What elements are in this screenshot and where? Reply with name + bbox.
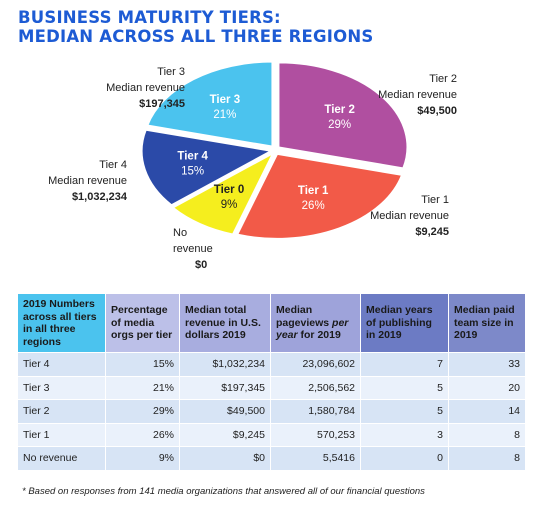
callout-tier-3-line2: Median revenue <box>106 82 185 94</box>
slice-label-tier-1: Tier 1 <box>298 185 329 197</box>
pie-chart: Tier 2 29% Tier 1 26% Tier 0 9% Tier 4 15% Tier … <box>48 61 457 271</box>
table-cell: $9,245 <box>179 422 271 447</box>
table-cell: 5 <box>360 399 449 424</box>
slice-label-tier-3: Tier 3 <box>210 94 240 106</box>
header-pageviews-c: for 2019 <box>297 329 341 342</box>
table-row: Tier 1 26% $9,245 570,253 3 8 <box>17 422 526 447</box>
table-cell: $49,500 <box>179 399 271 424</box>
data-table: 2019 Numbers across all tiers in all thr… <box>17 293 526 471</box>
footnote: * Based on responses from 141 media orga… <box>22 486 425 497</box>
header-pageviews-a: Median pageviews <box>276 304 333 329</box>
callout-tier-0-line2: revenue <box>173 243 213 255</box>
table-cell: 1,580,784 <box>270 399 361 424</box>
table-cell: 29% <box>105 399 180 424</box>
chart-title: BUSINESS MATURITY TIERS: MEDIAN ACROSS A… <box>18 8 373 46</box>
callout-tier-4-line2: Median revenue <box>48 175 127 187</box>
slice-label-tier-4: Tier 4 <box>177 150 208 162</box>
table-cell: 570,253 <box>270 422 361 447</box>
table-cell: $0 <box>179 446 271 471</box>
table-cell: 15% <box>105 352 180 377</box>
table-row: Tier 3 21% $197,345 2,506,562 5 20 <box>17 375 526 400</box>
table-cell: 5,5416 <box>270 446 361 471</box>
pie-slice-tier-0 <box>172 152 274 235</box>
header-revenue: Median total revenue in U.S. dollars 201… <box>179 293 271 353</box>
table-row: Tier 2 29% $49,500 1,580,784 5 14 <box>17 399 526 424</box>
row-label: Tier 3 <box>17 375 106 400</box>
table-cell: 14 <box>448 399 526 424</box>
callout-tier-2-line2: Median revenue <box>378 89 457 101</box>
callout-tier-3-line3: $197,345 <box>139 98 185 110</box>
table-cell: 33 <box>448 352 526 377</box>
callout-tier-0-line1: No <box>173 227 187 239</box>
table-cell: 21% <box>105 375 180 400</box>
table-cell: $197,345 <box>179 375 271 400</box>
table-cell: 3 <box>360 422 449 447</box>
header-pageviews: Median pageviews per year for 2019 <box>270 293 361 353</box>
table-cell: $1,032,234 <box>179 352 271 377</box>
callout-tier-2-line1: Tier 2 <box>429 73 457 85</box>
pie-slice-tier-3 <box>147 61 273 147</box>
table-cell: 26% <box>105 422 180 447</box>
header-percentage: Percentage of media orgs per tier <box>105 293 180 353</box>
header-years: Median years of publishing in 2019 <box>360 293 449 353</box>
pie-slice-tier-1 <box>237 153 403 239</box>
slice-label-tier-0: Tier 0 <box>214 184 244 196</box>
table-row: No revenue 9% $0 5,5416 0 8 <box>17 446 526 471</box>
table-cell: 20 <box>448 375 526 400</box>
table-cell: 2,506,562 <box>270 375 361 400</box>
pie-slice-tier-4 <box>141 129 272 206</box>
callout-tier-0-line3: $0 <box>195 259 207 271</box>
table-row: Tier 4 15% $1,032,234 23,096,602 7 33 <box>17 352 526 377</box>
pie-slice-tier-2 <box>278 62 408 169</box>
callout-tier-1-line3: $9,245 <box>415 226 449 238</box>
slice-value-tier-3: 21% <box>213 109 236 121</box>
row-label: Tier 1 <box>17 422 106 447</box>
header-tier: 2019 Numbers across all tiers in all thr… <box>17 293 106 353</box>
slice-value-tier-2: 29% <box>328 119 351 131</box>
callout-tier-1-line1: Tier 1 <box>421 194 449 206</box>
table-cell: 8 <box>448 446 526 471</box>
callout-tier-4-line3: $1,032,234 <box>72 191 128 203</box>
callout-tier-3-line1: Tier 3 <box>157 66 185 78</box>
table-body: Tier 4 15% $1,032,234 23,096,602 7 33 Tier 3 21… <box>17 352 526 471</box>
header-pageviews-b: per year <box>276 316 349 342</box>
header-team-size: Median paid team size in 2019 <box>448 293 526 353</box>
slice-label-tier-2: Tier 2 <box>324 104 354 116</box>
title-line-2: MEDIAN ACROSS ALL THREE REGIONS <box>18 27 374 46</box>
slice-value-tier-0: 9% <box>221 199 238 211</box>
callout-tier-4-line1: Tier 4 <box>99 159 127 171</box>
callout-tier-1-line2: Median revenue <box>370 210 449 222</box>
title-line-1: BUSINESS MATURITY TIERS: <box>18 8 281 27</box>
row-label: Tier 4 <box>17 352 106 377</box>
table-header-row: 2019 Numbers across all tiers in all thr… <box>17 293 526 353</box>
callout-tier-2-line3: $49,500 <box>417 105 457 117</box>
table-cell: 8 <box>448 422 526 447</box>
row-label: Tier 2 <box>17 399 106 424</box>
table-cell: 0 <box>360 446 449 471</box>
row-label: No revenue <box>17 446 106 471</box>
table-cell: 9% <box>105 446 180 471</box>
slice-value-tier-4: 15% <box>181 165 204 177</box>
table-cell: 23,096,602 <box>270 352 361 377</box>
table-cell: 5 <box>360 375 449 400</box>
slice-value-tier-1: 26% <box>302 200 325 212</box>
table-cell: 7 <box>360 352 449 377</box>
